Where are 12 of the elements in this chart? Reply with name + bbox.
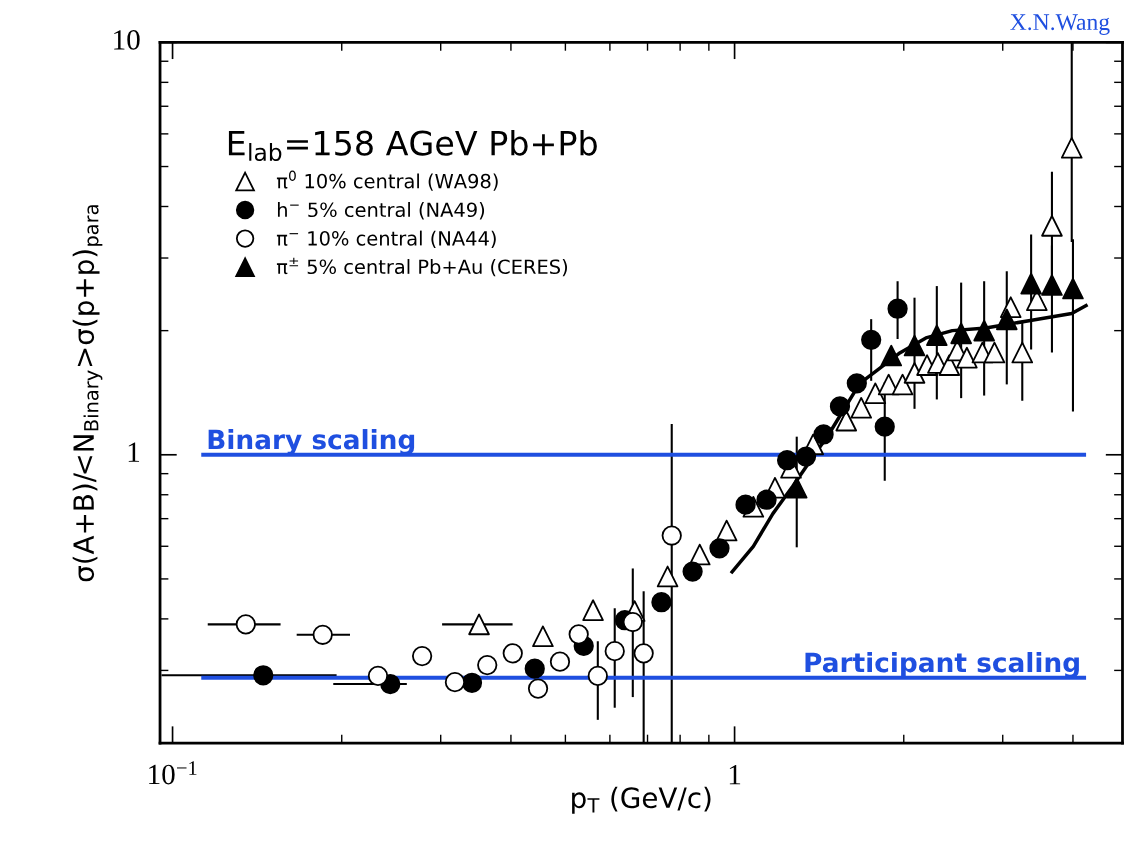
legend-label: h$^{−}$ 5% central (NA49) (277, 202, 485, 220)
x-tick-label: 10$^{−1}$ (149, 761, 197, 785)
y-axis-title: σ(A+B)/<N$_{Binary}$>σ(p+p)$_{para}$ (72, 205, 103, 582)
legend-title: E$_{lab}$=158 AGeV Pb+Pb (228, 129, 597, 162)
legend-label: π$^{−}$ 10% central (NA44) (276, 230, 496, 248)
x-axis-title: p$_{T}$ (GeV/c) (572, 786, 711, 814)
ref-line-label: Participant scaling (805, 651, 1079, 678)
ref-line-label: Binary scaling (208, 429, 415, 455)
legend-label: π$^{±}$ 5% central Pb+Au (CERES) (276, 257, 568, 277)
legend-label: π$^{0}$ 10% central (WA98) (276, 170, 498, 191)
text: X.N.Wang (1010, 14, 1110, 35)
y-tick-label: 10 (114, 30, 140, 50)
